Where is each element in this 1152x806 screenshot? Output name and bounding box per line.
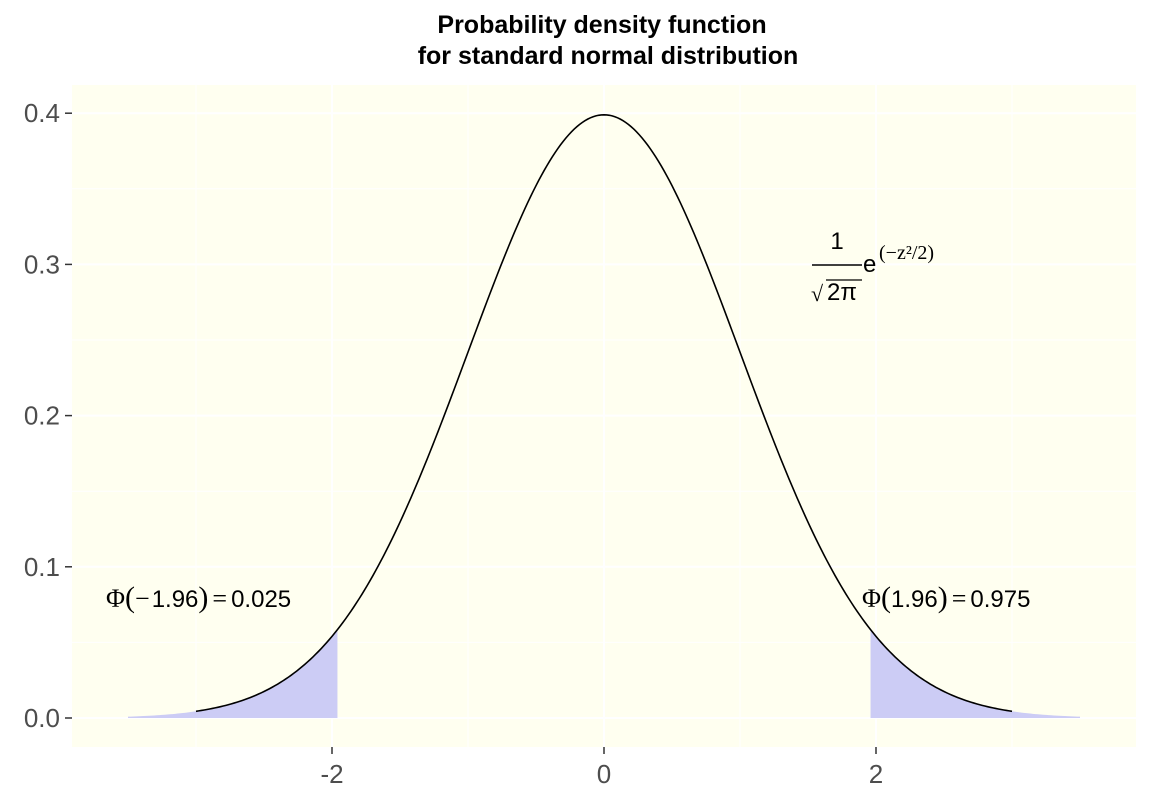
formula-root-arg: 2π	[827, 279, 857, 306]
density-curve	[195, 113, 1013, 713]
right-tail-area	[870, 629, 1080, 718]
y-tick-label: 0.3	[24, 249, 60, 279]
x-tick-label: -2	[320, 759, 343, 789]
tail-areas	[128, 629, 1080, 718]
right-tail-annotation: Φ(1.96) = 0.975	[862, 581, 1030, 614]
left-tail-annotation: Φ(−1.96) = 0.025	[106, 581, 291, 614]
chart-title-line-2: for standard normal distribution	[418, 42, 799, 70]
x-tick-label: 2	[869, 759, 883, 789]
formula-numerator: 1	[830, 228, 843, 255]
formula-exponent: (−z²/2)	[879, 242, 934, 264]
y-tick-label: 0.4	[24, 98, 60, 128]
axis-tick-labels: 0.0 0.1 0.2 0.3 0.4 -2 0 2	[24, 98, 883, 789]
chart-title-line-1: Probability density function	[437, 11, 766, 39]
y-tick-label: 0.0	[24, 703, 60, 733]
x-tick-label: 0	[597, 759, 611, 789]
left-tail-area	[128, 629, 338, 718]
axis-ticks	[65, 112, 877, 754]
y-tick-label: 0.2	[24, 401, 60, 431]
density-formula: 1 √ 2π e (−z²/2)	[811, 228, 934, 306]
formula-root-sign: √	[811, 281, 824, 306]
formula-base: e	[863, 251, 876, 278]
y-tick-label: 0.1	[24, 552, 60, 582]
